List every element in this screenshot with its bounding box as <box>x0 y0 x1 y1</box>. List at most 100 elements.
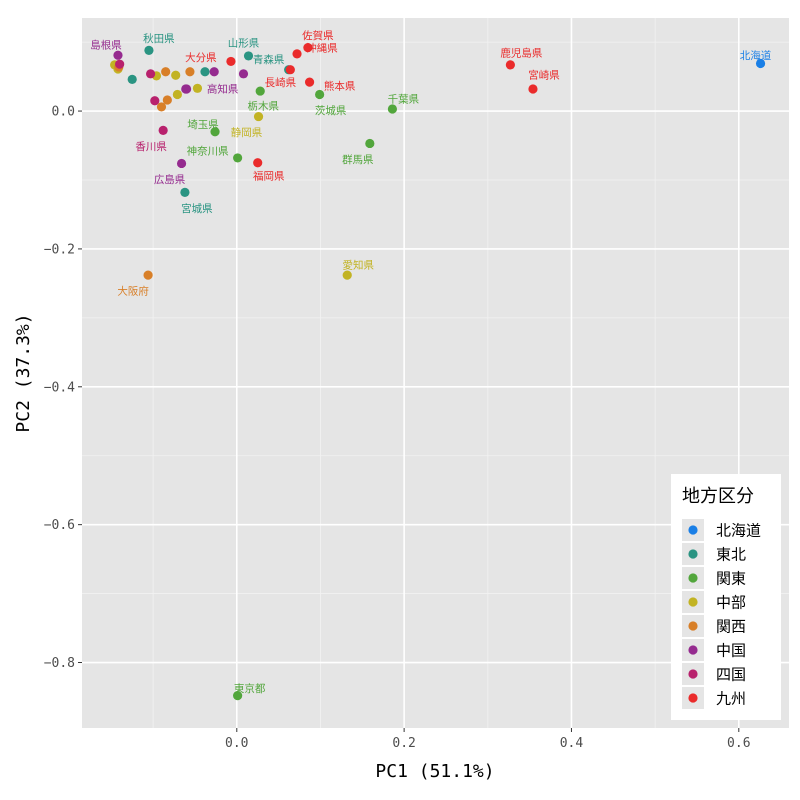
y-axis-ticks: 0.0 −0.2 −0.4 −0.6 −0.8 <box>44 105 82 671</box>
point-label: 茨城県 <box>315 104 347 117</box>
point-label: 宮崎県 <box>528 69 560 82</box>
data-point <box>185 67 195 77</box>
data-point <box>192 83 203 93</box>
legend-label: 北海道 <box>716 522 761 540</box>
point-label: 福岡県 <box>253 169 285 182</box>
point-label: 宮城県 <box>181 202 213 215</box>
data-point <box>387 104 398 114</box>
point-label: 千葉県 <box>388 92 420 105</box>
point-label: 静岡県 <box>231 126 263 139</box>
data-point <box>233 691 243 701</box>
legend-label: 中部 <box>716 594 746 612</box>
data-point <box>143 270 153 280</box>
y-tick-label: −0.2 <box>44 242 75 257</box>
legend-label: 四国 <box>716 666 746 684</box>
minor-gridlines <box>82 18 789 728</box>
y-tick-label: −0.6 <box>44 518 75 533</box>
point-label: 愛知県 <box>342 259 374 272</box>
data-point <box>315 89 325 100</box>
data-point <box>115 59 125 69</box>
data-point <box>176 158 187 169</box>
data-point <box>365 138 375 149</box>
legend-label: 関西 <box>716 618 746 636</box>
data-point <box>171 70 181 80</box>
data-point <box>144 45 154 55</box>
point-label: 広島県 <box>154 173 186 186</box>
data-point <box>253 158 263 168</box>
data-point <box>304 77 315 87</box>
legend-swatch <box>688 645 698 655</box>
legend-swatch <box>688 597 698 607</box>
data-point <box>180 187 190 197</box>
data-point <box>226 56 236 67</box>
x-tick-label: 0.6 <box>727 736 750 751</box>
data-point <box>243 51 254 61</box>
data-point <box>200 67 210 77</box>
y-axis-title: PC2 (37.3%) <box>13 313 34 432</box>
data-point <box>255 86 265 96</box>
data-point <box>127 74 137 84</box>
x-tick-label: 0.0 <box>225 736 248 751</box>
legend-swatch <box>688 549 698 559</box>
legend-label: 中国 <box>716 642 746 660</box>
point-label: 群馬県 <box>342 153 374 166</box>
data-point <box>238 69 249 79</box>
point-label: 北海道 <box>740 49 772 62</box>
data-point <box>158 125 168 135</box>
data-point <box>181 84 192 94</box>
data-point <box>303 43 313 53</box>
data-point <box>292 49 302 59</box>
legend-title: 地方区分 <box>682 486 754 507</box>
point-label: 高知県 <box>207 83 239 96</box>
point-label: 栃木県 <box>247 100 279 113</box>
point-label: 山形県 <box>228 37 260 49</box>
data-points <box>110 43 766 701</box>
point-label: 大阪府 <box>117 285 149 298</box>
data-point <box>210 127 220 137</box>
data-point <box>162 95 172 105</box>
data-point <box>156 102 167 112</box>
point-label: 埼玉県 <box>187 118 219 131</box>
y-tick-label: 0.0 <box>52 105 75 120</box>
legend-label: 東北 <box>716 546 746 564</box>
legend-swatch <box>688 621 698 631</box>
y-tick-label: −0.4 <box>44 380 75 395</box>
x-tick-label: 0.4 <box>560 736 584 751</box>
point-label: 神奈川県 <box>187 144 229 157</box>
point-label: 島根県 <box>90 39 122 52</box>
point-label: 大分県 <box>185 51 217 64</box>
legend-swatch <box>688 693 698 703</box>
data-point <box>528 84 538 94</box>
point-label: 熊本県 <box>324 80 356 93</box>
x-axis-ticks: 0.0 0.2 0.4 0.6 <box>225 728 751 751</box>
legend-label: 九州 <box>716 690 746 708</box>
point-label: 佐賀県 <box>302 29 334 42</box>
data-point <box>285 65 295 75</box>
point-label: 沖縄県 <box>306 41 338 54</box>
data-point <box>161 67 171 77</box>
point-label: 鹿児島県 <box>500 46 542 59</box>
point-label: 秋田県 <box>143 32 175 45</box>
legend-swatch <box>688 573 698 583</box>
data-point <box>253 111 264 122</box>
point-label: 長崎県 <box>265 76 297 89</box>
point-label: 香川県 <box>135 141 167 153</box>
y-tick-label: −0.8 <box>44 656 75 671</box>
legend-swatch <box>688 525 698 535</box>
data-point <box>505 60 515 70</box>
data-point <box>113 50 123 60</box>
legend-swatch <box>688 669 698 679</box>
point-label: 青森県 <box>253 53 285 66</box>
legend-label: 関東 <box>716 570 746 588</box>
data-point <box>150 96 160 106</box>
x-axis-title: PC1 (51.1%) <box>375 761 494 782</box>
data-point <box>146 69 156 79</box>
data-point <box>342 270 352 280</box>
point-label: 東京都 <box>234 682 266 695</box>
data-point <box>755 58 766 69</box>
x-tick-label: 0.2 <box>392 736 415 751</box>
